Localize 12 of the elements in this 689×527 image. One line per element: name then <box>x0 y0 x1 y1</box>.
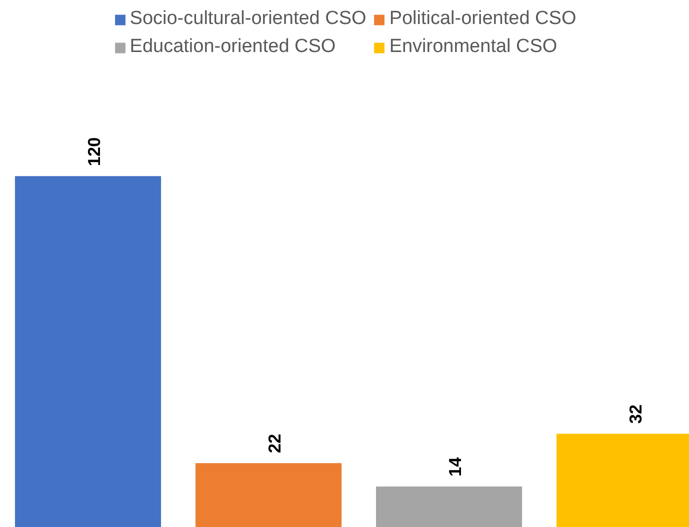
legend-label: Political-oriented CSO <box>389 8 576 30</box>
bar <box>556 434 689 527</box>
bar <box>195 463 342 527</box>
data-label: 120 <box>84 137 104 166</box>
bar <box>376 486 522 527</box>
data-label: 14 <box>445 456 466 477</box>
data-label: 32 <box>626 404 646 424</box>
data-label: 22 <box>264 434 285 454</box>
legend-label: Education-oriented CSO <box>130 36 336 58</box>
legend-label: Environmental CSO <box>389 36 558 58</box>
legend-label: Socio-cultural-oriented CSO <box>130 8 366 30</box>
bar <box>14 176 162 527</box>
